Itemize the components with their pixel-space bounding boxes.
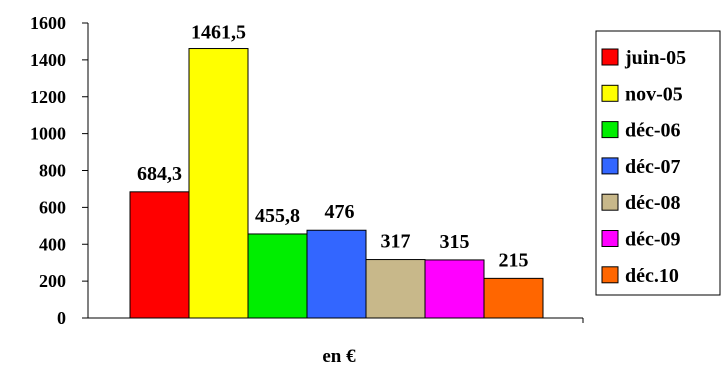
data-label: 215 [499, 249, 529, 271]
bar-6 [484, 278, 543, 318]
data-label: 455,8 [255, 205, 300, 227]
legend-swatch [602, 85, 618, 101]
x-axis-label: en € [322, 346, 356, 367]
y-tick-label: 1200 [30, 87, 66, 107]
legend-label: nov-05 [625, 83, 683, 105]
legend-label: déc-08 [625, 192, 681, 214]
bar-5 [425, 260, 484, 318]
bars [130, 49, 543, 318]
legend-label: déc-09 [625, 229, 681, 251]
bar-0 [130, 192, 189, 318]
bar-3 [307, 230, 366, 318]
data-label: 1461,5 [191, 22, 246, 44]
y-tick-label: 200 [39, 271, 66, 291]
y-tick-label: 1400 [30, 50, 66, 70]
legend: juin-05 nov-05 déc-06 déc-07 déc-08 déc-09 déc… [596, 31, 720, 295]
data-label: 684,3 [137, 163, 182, 185]
bar-1 [189, 49, 248, 318]
data-label: 317 [381, 231, 411, 253]
legend-swatch [602, 49, 618, 65]
legend-swatch [602, 267, 618, 283]
bar-4 [366, 260, 425, 318]
y-tick-label: 1600 [30, 13, 66, 33]
legend-swatch [602, 122, 618, 138]
legend-label: déc-06 [625, 120, 681, 142]
data-label: 315 [440, 231, 470, 253]
bar-2 [248, 234, 307, 318]
y-tick-label: 800 [39, 161, 66, 181]
legend-label: juin-05 [624, 47, 686, 69]
legend-swatch [602, 231, 618, 247]
y-axis: 0 200 400 600 800 1000 1200 1400 1600 [30, 13, 88, 328]
legend-label: déc-07 [625, 156, 681, 178]
data-label: 476 [325, 201, 355, 223]
legend-label: déc.10 [625, 265, 679, 287]
legend-swatch [602, 158, 618, 174]
y-tick-label: 1000 [30, 124, 66, 144]
y-tick-label: 0 [57, 308, 66, 328]
legend-swatch [602, 194, 618, 210]
y-tick-label: 600 [39, 197, 66, 217]
y-tick-label: 400 [39, 234, 66, 254]
